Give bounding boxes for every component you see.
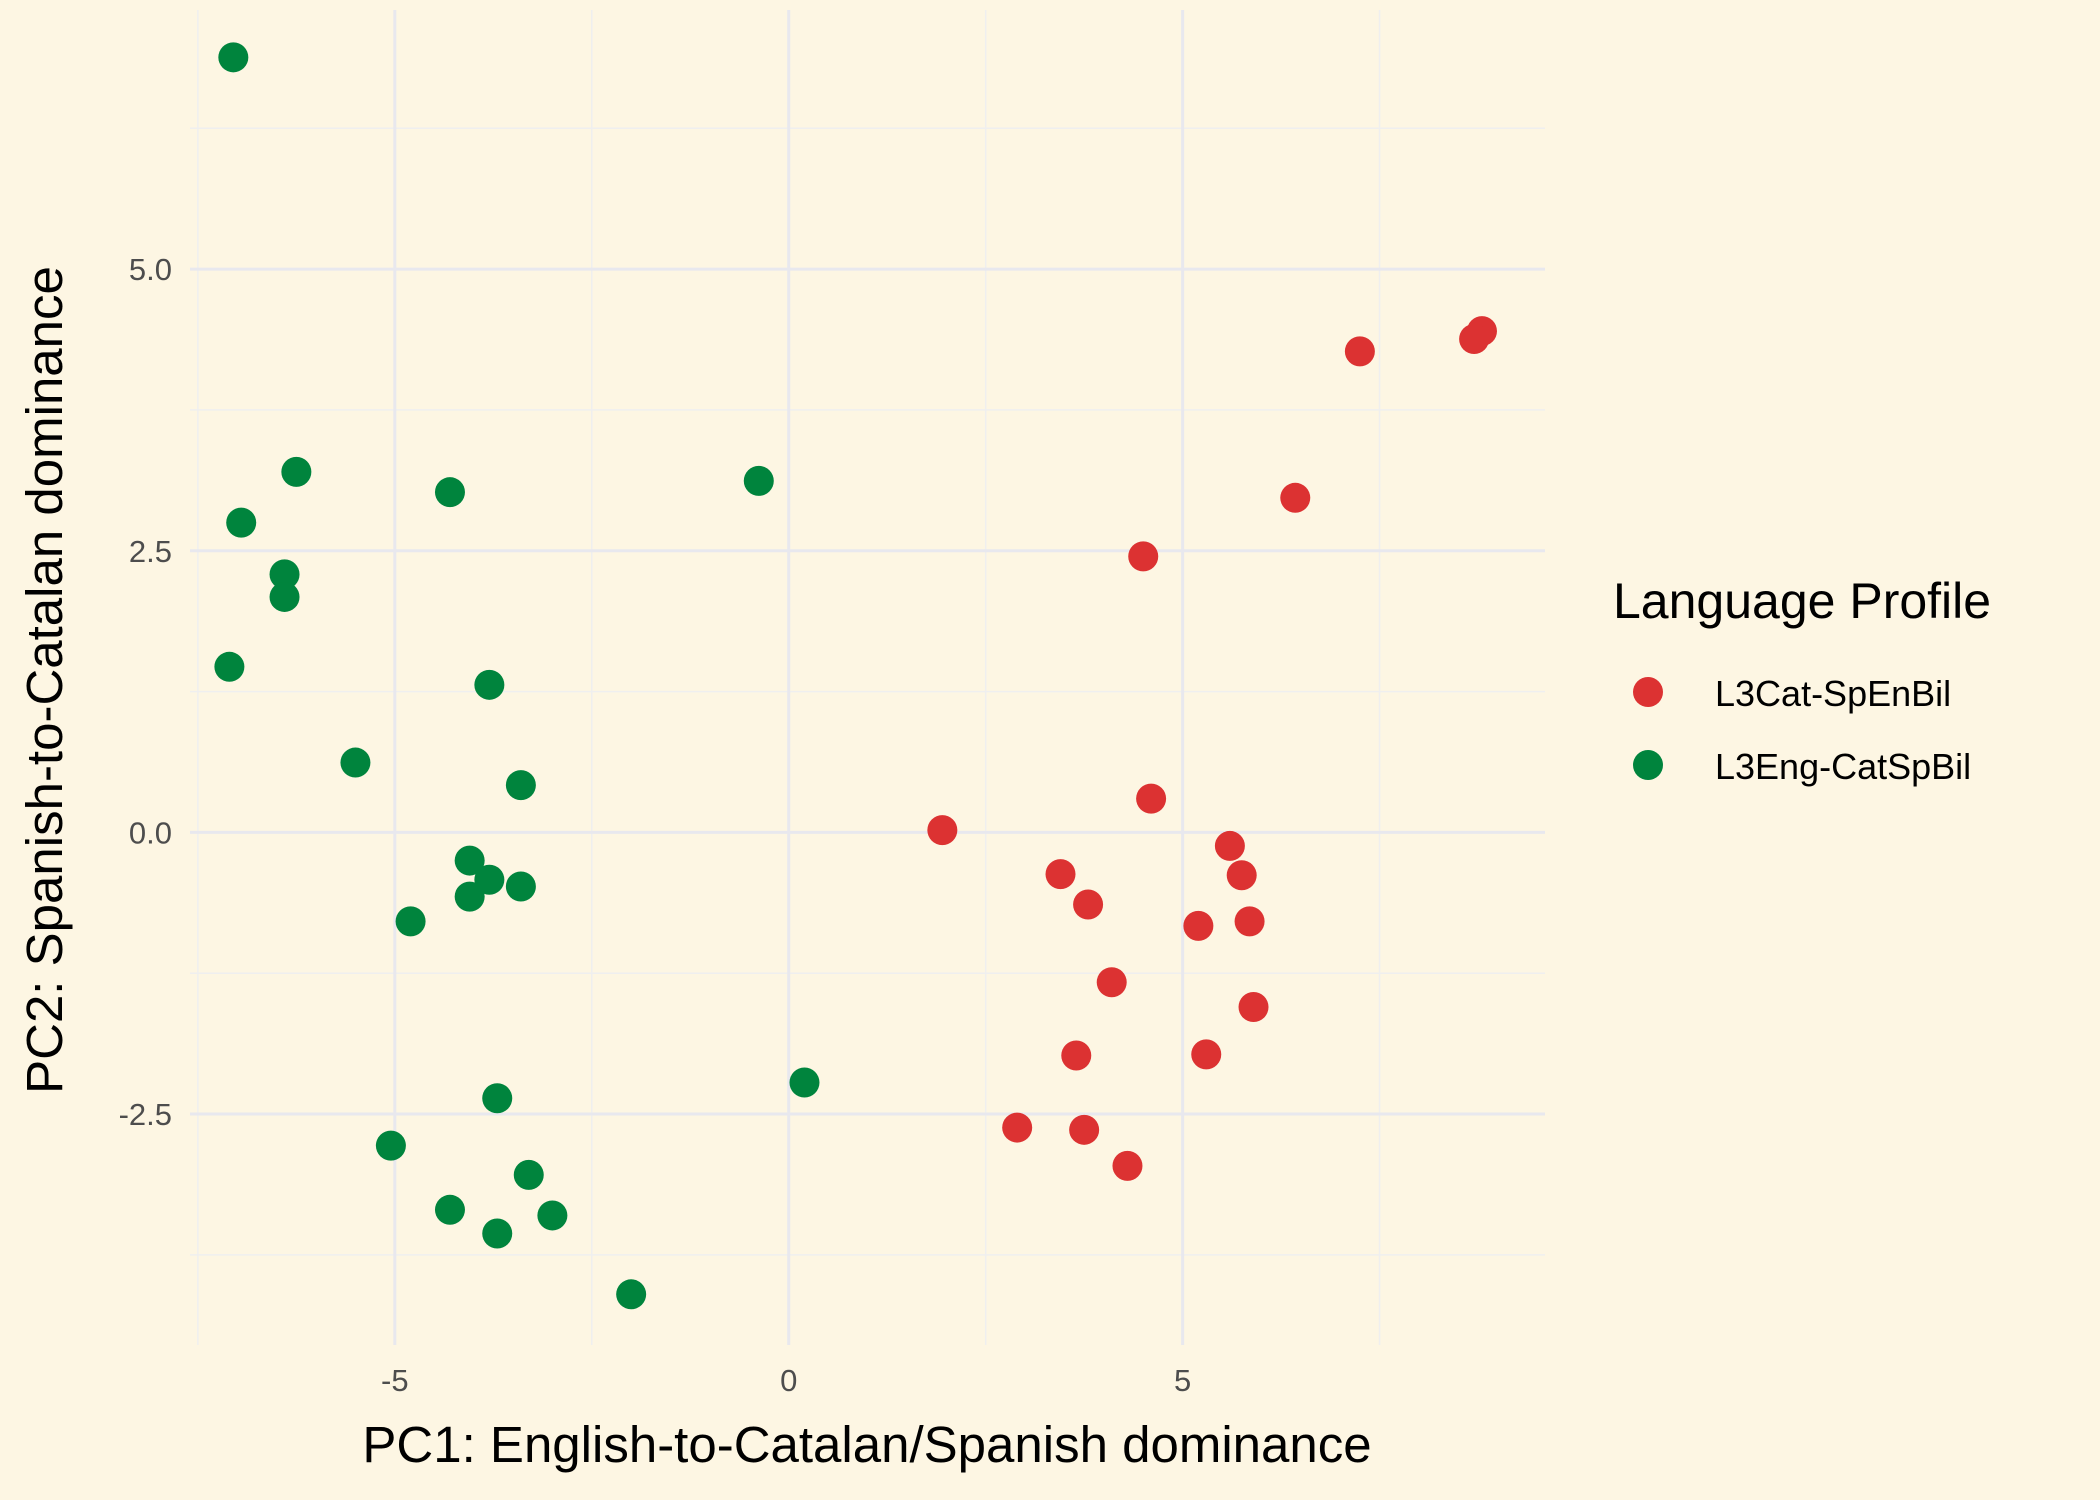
point-l3eng-catspbil <box>226 507 257 538</box>
point-l3cat-spenbil <box>1238 992 1269 1023</box>
x-tick-label: 5 <box>1174 1363 1191 1398</box>
point-l3eng-catspbil <box>214 651 245 682</box>
point-l3eng-catspbil <box>454 881 485 912</box>
x-tick-label: 0 <box>780 1363 797 1398</box>
point-l3cat-spenbil <box>1069 1114 1100 1145</box>
y-tick-label: 2.5 <box>129 534 172 569</box>
gridlines <box>190 10 1545 1345</box>
point-l3cat-spenbil <box>1061 1040 1092 1071</box>
point-l3eng-catspbil <box>474 669 505 700</box>
point-l3cat-spenbil <box>1191 1039 1222 1070</box>
point-l3eng-catspbil <box>743 465 774 496</box>
y-tick-label: 0.0 <box>129 815 172 850</box>
point-l3cat-spenbil <box>1136 783 1167 814</box>
point-l3eng-catspbil <box>375 1130 406 1161</box>
point-l3eng-catspbil <box>395 906 426 937</box>
x-axis-title: PC1: English-to-Catalan/Spanish dominanc… <box>362 1416 1371 1473</box>
point-l3eng-catspbil <box>482 1083 513 1114</box>
point-l3eng-catspbil <box>218 42 249 73</box>
point-l3cat-spenbil <box>1226 860 1257 891</box>
y-tick-label: 5.0 <box>129 252 172 287</box>
point-l3cat-spenbil <box>1183 910 1214 941</box>
point-l3cat-spenbil <box>1280 482 1311 513</box>
point-l3cat-spenbil <box>1002 1112 1033 1143</box>
point-l3eng-catspbil <box>434 1194 465 1225</box>
legend-title: Language Profile <box>1613 573 1991 629</box>
point-l3cat-spenbil <box>1112 1150 1143 1181</box>
point-l3cat-spenbil <box>1096 967 1127 998</box>
x-tick-label: -5 <box>381 1363 409 1398</box>
point-l3cat-spenbil <box>1344 336 1375 367</box>
y-axis-title: PC2: Spanish-to-Catalan dominance <box>16 266 73 1094</box>
y-tick-label: -2.5 <box>119 1097 172 1132</box>
point-l3cat-spenbil <box>1234 906 1265 937</box>
point-l3cat-spenbil <box>1045 859 1076 890</box>
data-points <box>214 42 1497 1310</box>
tick-labels: -5 0 5 -2.5 0.0 2.5 5.0 <box>119 252 1192 1398</box>
legend-label-l3cat-spenbil: L3Cat-SpEnBil <box>1715 673 1951 714</box>
point-l3eng-catspbil <box>616 1279 647 1310</box>
legend-swatch-l3eng-catspbil <box>1633 750 1663 780</box>
point-l3cat-spenbil <box>1073 889 1104 920</box>
point-l3eng-catspbil <box>505 770 536 801</box>
point-l3cat-spenbil <box>1459 323 1490 354</box>
point-l3eng-catspbil <box>513 1159 544 1190</box>
point-l3eng-catspbil <box>269 581 300 612</box>
point-l3eng-catspbil <box>505 871 536 902</box>
legend-swatch-l3cat-spenbil <box>1633 677 1663 707</box>
point-l3cat-spenbil <box>927 815 958 846</box>
point-l3eng-catspbil <box>474 864 505 895</box>
point-l3eng-catspbil <box>434 477 465 508</box>
point-l3eng-catspbil <box>281 456 312 487</box>
point-l3eng-catspbil <box>340 747 371 778</box>
point-l3eng-catspbil <box>482 1218 513 1249</box>
point-l3eng-catspbil <box>454 845 485 876</box>
point-l3eng-catspbil <box>537 1200 568 1231</box>
point-l3eng-catspbil <box>269 559 300 590</box>
legend-label-l3eng-catspbil: L3Eng-CatSpBil <box>1715 746 1971 787</box>
point-l3cat-spenbil <box>1128 541 1159 572</box>
point-l3eng-catspbil <box>789 1067 820 1098</box>
point-l3cat-spenbil <box>1214 830 1245 861</box>
legend: Language Profile L3Cat-SpEnBil L3Eng-Cat… <box>1613 573 1991 787</box>
